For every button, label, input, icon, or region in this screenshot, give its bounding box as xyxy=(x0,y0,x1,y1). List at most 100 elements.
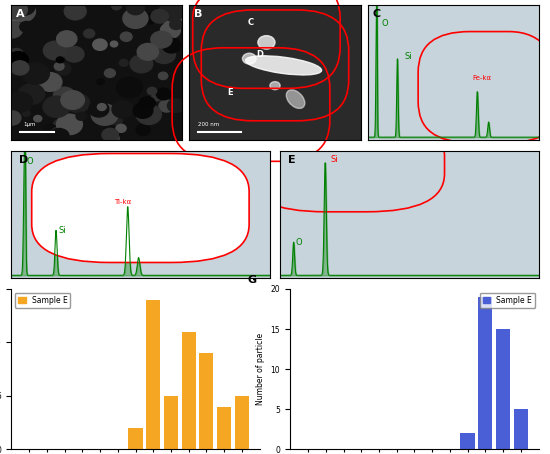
Circle shape xyxy=(44,124,57,134)
Circle shape xyxy=(53,87,75,104)
Circle shape xyxy=(159,100,174,112)
Circle shape xyxy=(162,38,181,53)
Circle shape xyxy=(18,84,45,104)
Circle shape xyxy=(6,8,21,20)
Circle shape xyxy=(120,32,132,41)
Circle shape xyxy=(57,31,77,47)
Circle shape xyxy=(3,0,28,19)
Circle shape xyxy=(93,39,107,50)
Circle shape xyxy=(111,41,118,47)
Circle shape xyxy=(112,101,134,118)
Bar xyxy=(129,428,142,449)
Text: C: C xyxy=(373,9,381,19)
Text: O: O xyxy=(296,238,303,247)
Ellipse shape xyxy=(287,90,305,109)
Bar xyxy=(182,332,196,449)
Text: O: O xyxy=(26,157,33,166)
Circle shape xyxy=(65,94,90,113)
Circle shape xyxy=(89,101,109,117)
Text: O: O xyxy=(381,19,388,28)
Circle shape xyxy=(61,91,84,109)
Circle shape xyxy=(137,44,158,60)
Bar xyxy=(146,300,160,449)
Circle shape xyxy=(112,2,122,10)
Text: A: A xyxy=(16,9,25,19)
Circle shape xyxy=(170,20,183,30)
Text: G: G xyxy=(248,275,257,285)
Circle shape xyxy=(152,50,166,61)
Bar xyxy=(217,407,231,449)
Circle shape xyxy=(8,52,29,68)
Circle shape xyxy=(91,104,118,125)
Circle shape xyxy=(117,77,142,98)
Bar xyxy=(514,410,527,449)
Circle shape xyxy=(160,0,185,21)
Circle shape xyxy=(7,92,32,112)
Circle shape xyxy=(84,29,95,38)
Ellipse shape xyxy=(245,56,322,75)
Circle shape xyxy=(104,69,116,78)
Circle shape xyxy=(57,57,64,63)
Circle shape xyxy=(23,110,30,116)
Circle shape xyxy=(53,118,74,135)
Circle shape xyxy=(34,115,42,122)
Circle shape xyxy=(103,126,122,141)
Circle shape xyxy=(152,93,162,101)
Circle shape xyxy=(148,107,159,115)
Circle shape xyxy=(97,104,106,110)
Circle shape xyxy=(54,63,64,70)
Circle shape xyxy=(28,70,36,76)
Text: D: D xyxy=(256,50,263,59)
Circle shape xyxy=(111,135,119,142)
Bar xyxy=(199,353,213,449)
Circle shape xyxy=(109,116,122,126)
Bar xyxy=(235,396,249,449)
Ellipse shape xyxy=(243,53,256,64)
Circle shape xyxy=(152,45,175,64)
Ellipse shape xyxy=(270,82,280,90)
Circle shape xyxy=(43,96,70,117)
Y-axis label: Number of particle: Number of particle xyxy=(256,333,265,405)
Circle shape xyxy=(116,124,126,133)
Bar xyxy=(164,396,178,449)
Text: B: B xyxy=(195,9,203,19)
Circle shape xyxy=(11,61,29,75)
Circle shape xyxy=(4,64,20,77)
Text: E: E xyxy=(288,155,295,165)
Text: Si: Si xyxy=(404,52,412,60)
Bar xyxy=(496,329,510,449)
Circle shape xyxy=(49,45,62,55)
Circle shape xyxy=(139,97,155,109)
Text: Si: Si xyxy=(59,227,67,235)
Circle shape xyxy=(76,112,86,120)
Circle shape xyxy=(133,103,153,118)
Circle shape xyxy=(136,104,161,124)
Circle shape xyxy=(119,59,128,66)
Circle shape xyxy=(43,41,67,60)
Circle shape xyxy=(22,63,50,84)
Text: Ti-kα: Ti-kα xyxy=(114,199,132,205)
Bar xyxy=(460,434,475,449)
Circle shape xyxy=(102,128,118,141)
Text: D: D xyxy=(19,155,28,165)
Circle shape xyxy=(151,10,168,23)
Circle shape xyxy=(10,49,23,59)
Circle shape xyxy=(167,99,185,113)
Circle shape xyxy=(57,114,82,134)
Legend: Sample E: Sample E xyxy=(15,293,70,308)
Circle shape xyxy=(123,9,148,28)
Circle shape xyxy=(158,72,168,79)
Circle shape xyxy=(64,46,84,62)
Circle shape xyxy=(64,3,86,20)
Circle shape xyxy=(156,88,171,100)
Circle shape xyxy=(3,111,21,125)
Circle shape xyxy=(161,23,180,38)
Text: E: E xyxy=(227,88,233,97)
Circle shape xyxy=(136,124,150,135)
Circle shape xyxy=(39,73,62,91)
Text: Fe-kα: Fe-kα xyxy=(472,75,491,81)
Circle shape xyxy=(1,21,23,38)
Text: C: C xyxy=(248,18,254,27)
Circle shape xyxy=(9,1,36,22)
Text: Si: Si xyxy=(331,155,338,164)
